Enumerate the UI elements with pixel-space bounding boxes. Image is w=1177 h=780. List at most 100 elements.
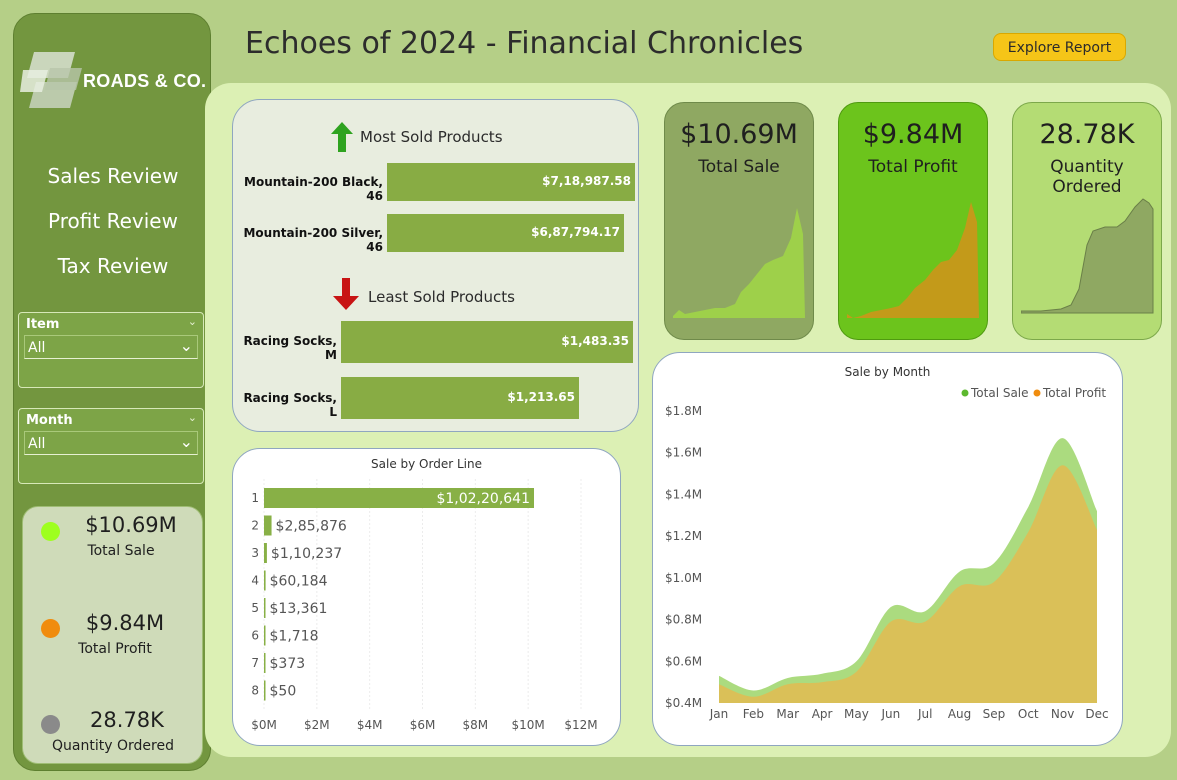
month-area-chart: $1.8M $1.6M $1.4M $1.2M $1.0M $0.8M $0.6M $0.4M… (665, 386, 1109, 721)
product-value: $7,18,987.58 (542, 174, 631, 188)
sparkline (673, 208, 805, 318)
most-sold-title: Most Sold Products (360, 128, 503, 146)
side-quantity-label: Quantity Ordered (52, 738, 174, 754)
chevron-down-icon[interactable]: ⌄ (179, 432, 193, 451)
product-value: $1,483.35 (561, 334, 629, 348)
slicer-title: Item (26, 317, 60, 332)
x-tick-label: Apr (812, 707, 833, 721)
x-tick-label: $12M (564, 718, 597, 732)
side-total-sale-value: $10.69M (85, 513, 177, 537)
bar[interactable] (264, 570, 266, 591)
side-total-sale-label: Total Sale (87, 543, 155, 559)
sale-by-month-card: Sale by Month $1.8M $1.6M $1.4M $1.2M $1.0M $… (652, 352, 1123, 746)
y-tick-label: $1.0M (665, 571, 702, 585)
slicer-value: All (28, 340, 46, 356)
chevron-down-icon[interactable]: ⌄ (187, 315, 197, 328)
product-name: Mountain-200 Silver, 46 (243, 226, 383, 254)
legend-dot-icon (961, 389, 969, 397)
sidebar: ROADS & CO. Sales Review Profit Review T… (13, 13, 211, 771)
legend-item[interactable]: Total Sale (970, 386, 1029, 400)
data-label: $1,10,237 (271, 546, 342, 562)
sale-by-order-line-card: Sale by Order Line $0M $2M $4M $6M $8M $10M $1… (232, 448, 621, 746)
product-name: Racing Socks, L (243, 391, 337, 419)
category-label: 4 (251, 574, 259, 588)
x-tick-label: $6M (410, 718, 436, 732)
bar[interactable] (264, 625, 266, 646)
product-bar[interactable]: $6,87,794.17 (387, 214, 624, 252)
x-tick-label: May (844, 707, 869, 721)
logo-icon (20, 52, 82, 108)
product-bar[interactable]: $7,18,987.58 (387, 163, 635, 201)
data-label: $373 (270, 656, 306, 672)
x-tick-label: Feb (743, 707, 764, 721)
y-tick-label: $0.8M (665, 613, 702, 627)
explore-report-button[interactable]: Explore Report (993, 33, 1126, 61)
x-tick-label: Jul (917, 707, 932, 721)
product-bar[interactable]: $1,483.35 (341, 321, 633, 363)
product-bar[interactable]: $1,213.65 (341, 377, 579, 419)
order-line-bar-chart: $0M $2M $4M $6M $8M $10M $12M 1 $1,02,20,641 2 $2,… (251, 479, 598, 732)
product-value: $6,87,794.17 (531, 225, 620, 239)
x-tick-label: Mar (776, 707, 799, 721)
data-label: $13,361 (270, 601, 328, 617)
data-label: $1,02,20,641 (436, 491, 530, 507)
product-value: $1,213.65 (507, 390, 575, 404)
y-tick-label: $0.4M (665, 696, 702, 710)
top-bottom-products-card: Most Sold Products Mountain-200 Black, 4… (232, 99, 639, 432)
chart-title: Sale by Order Line (371, 457, 482, 471)
kpi-card-total-profit[interactable]: $9.84M Total Profit (838, 102, 988, 340)
bar[interactable] (264, 653, 266, 673)
month-slicer[interactable]: Month ⌄ All ⌄ (18, 408, 204, 484)
x-tick-label: Sep (983, 707, 1006, 721)
x-tick-label: Jun (880, 707, 900, 721)
kpi-value: $10.69M (680, 119, 798, 150)
series-area[interactable] (719, 465, 1097, 703)
x-tick-label: Nov (1051, 707, 1074, 721)
item-slicer[interactable]: Item ⌄ All ⌄ (18, 312, 204, 388)
bar[interactable] (264, 680, 266, 701)
y-tick-label: $1.8M (665, 404, 702, 418)
x-tick-label: Jan (709, 707, 729, 721)
sparkline (1021, 198, 1154, 314)
product-name: Mountain-200 Black, 46 (244, 175, 383, 203)
logo-text: ROADS & CO. (83, 71, 207, 91)
data-label: $60,184 (270, 574, 328, 590)
nav-tax-review[interactable]: Tax Review (57, 254, 169, 278)
side-total-profit-label: Total Profit (78, 641, 152, 657)
total-profit-dot-icon (41, 619, 60, 638)
arrow-up-icon (331, 122, 353, 152)
x-tick-label: $0M (251, 718, 277, 732)
bar[interactable] (264, 515, 272, 536)
x-tick-label: Aug (948, 707, 971, 721)
kpi-card-quantity[interactable]: 28.78K Quantity Ordered (1012, 102, 1162, 340)
nav-profit-review[interactable]: Profit Review (48, 209, 178, 233)
category-label: 7 (251, 656, 259, 670)
slicer-title: Month (26, 413, 73, 428)
y-tick-label: $0.6M (665, 654, 702, 668)
nav-sales-review[interactable]: Sales Review (47, 164, 179, 188)
bar[interactable] (264, 543, 267, 563)
kpi-card-total-sale[interactable]: $10.69M Total Sale (664, 102, 814, 340)
x-tick-label: $10M (512, 718, 545, 732)
category-label: 2 (251, 519, 259, 533)
chevron-down-icon[interactable]: ⌄ (187, 411, 197, 424)
bar[interactable] (264, 488, 534, 508)
side-total-profit-value: $9.84M (85, 611, 165, 635)
category-label: 8 (251, 684, 259, 698)
data-label: $50 (270, 684, 297, 700)
category-label: 3 (251, 546, 259, 560)
x-tick-label: $8M (463, 718, 489, 732)
chart-title: Sale by Month (844, 365, 931, 379)
item-dropdown[interactable]: All ⌄ (24, 335, 198, 359)
arrow-down-icon (333, 278, 359, 310)
bar[interactable] (264, 598, 266, 618)
company-logo: ROADS & CO. (20, 48, 210, 114)
legend-item[interactable]: Total Profit (1042, 386, 1106, 400)
kpi-label: Total Sale (698, 157, 780, 177)
chevron-down-icon[interactable]: ⌄ (179, 336, 193, 355)
kpi-value: 28.78K (1039, 119, 1135, 150)
data-label: $2,85,876 (276, 519, 347, 535)
product-name: Racing Socks, M (243, 334, 337, 362)
month-dropdown[interactable]: All ⌄ (24, 431, 198, 455)
x-tick-label: Oct (1018, 707, 1039, 721)
